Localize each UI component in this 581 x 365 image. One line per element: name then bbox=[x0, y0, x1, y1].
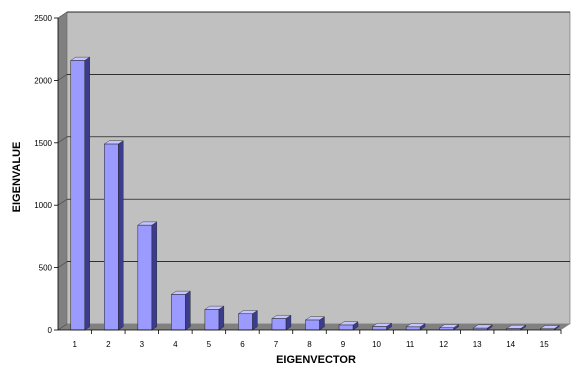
bar-front bbox=[271, 318, 287, 331]
bar-front bbox=[70, 60, 86, 331]
bar-front bbox=[137, 224, 153, 331]
y-tick-label: 2500 bbox=[34, 14, 52, 23]
side-wall-grid bbox=[57, 198, 68, 206]
y-tick-label: 2000 bbox=[34, 76, 52, 85]
x-tick-label: 13 bbox=[473, 340, 482, 349]
side-wall-grid bbox=[57, 74, 68, 81]
bar bbox=[137, 221, 158, 331]
bar bbox=[170, 290, 191, 331]
bar-front bbox=[204, 309, 220, 331]
bar bbox=[438, 324, 460, 331]
y-axis-title: EIGENVALUE bbox=[11, 142, 23, 213]
x-axis: 1 2 3 4 5 6 7 8 9 10 11 12 13 14 15 bbox=[58, 329, 562, 349]
x-tick-label: 11 bbox=[406, 340, 415, 349]
bar bbox=[237, 310, 259, 331]
x-tick-label: 10 bbox=[372, 340, 381, 349]
x-tick-label: 3 bbox=[140, 340, 145, 349]
bars bbox=[70, 56, 560, 331]
bar-front bbox=[338, 324, 354, 331]
x-tick-label: 5 bbox=[207, 340, 212, 349]
y-tick-label: 500 bbox=[39, 264, 53, 273]
bar-front bbox=[305, 319, 320, 331]
bar-side bbox=[185, 290, 191, 331]
bar-side bbox=[151, 221, 157, 331]
x-tick-label: 8 bbox=[307, 340, 312, 349]
side-wall-grid bbox=[57, 261, 68, 268]
bar-front bbox=[104, 143, 119, 331]
bar bbox=[103, 140, 124, 331]
x-tick-label: 15 bbox=[540, 340, 549, 349]
bar bbox=[506, 324, 527, 331]
x-tick-label: 7 bbox=[274, 340, 279, 349]
x-tick-label: 12 bbox=[439, 340, 448, 349]
x-tick-label: 2 bbox=[106, 340, 111, 349]
bar-front bbox=[238, 313, 253, 331]
side-wall-grid bbox=[57, 11, 68, 19]
bar-side bbox=[118, 140, 124, 331]
bar-front bbox=[405, 326, 421, 331]
bar bbox=[271, 314, 292, 331]
x-tick-label: 14 bbox=[506, 340, 515, 349]
side-wall-grid bbox=[57, 323, 68, 331]
bar-side bbox=[84, 56, 90, 331]
x-tick-label: 9 bbox=[341, 340, 346, 349]
y-tick-label: 1000 bbox=[34, 201, 52, 210]
side-wall-grid bbox=[57, 136, 68, 144]
bar-front bbox=[171, 294, 186, 331]
side-wall bbox=[58, 12, 67, 330]
bar bbox=[304, 316, 326, 331]
x-tick-label: 6 bbox=[240, 340, 245, 349]
x-tick-label: 1 bbox=[73, 340, 78, 349]
bar-side bbox=[218, 305, 225, 331]
x-axis-title: EIGENVECTOR bbox=[276, 354, 356, 365]
gridlines bbox=[57, 11, 570, 331]
bar bbox=[405, 323, 426, 331]
y-tick-label: 1500 bbox=[34, 139, 52, 148]
x-tick-label: 4 bbox=[173, 340, 178, 349]
bar bbox=[204, 305, 225, 331]
bar bbox=[539, 325, 560, 331]
bar-front bbox=[372, 326, 387, 331]
y-tick-label: 0 bbox=[48, 326, 53, 335]
bar bbox=[70, 56, 91, 331]
plot-area bbox=[58, 11, 571, 330]
y-axis: 0 500 1000 1500 2000 2500 bbox=[34, 14, 59, 335]
bar bbox=[338, 321, 359, 331]
